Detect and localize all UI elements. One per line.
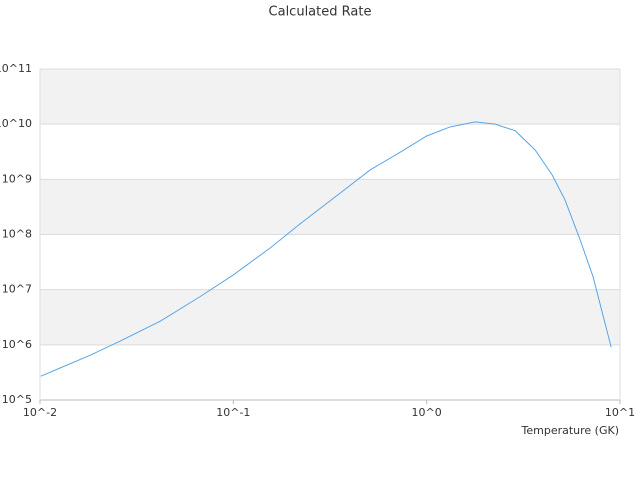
y-tick-label: 10^9 bbox=[2, 172, 32, 185]
grid-band bbox=[40, 179, 620, 235]
x-tick-label: 10^-2 bbox=[23, 406, 57, 419]
y-tick-label: 10^8 bbox=[2, 228, 32, 241]
chart-title: Calculated Rate bbox=[269, 5, 372, 20]
data-line bbox=[40, 121, 612, 377]
y-tick-label: 10^6 bbox=[2, 338, 32, 351]
y-tick-label: 10^11 bbox=[0, 62, 32, 75]
grid-band bbox=[40, 69, 620, 125]
y-tick-label: 10^7 bbox=[2, 283, 32, 296]
x-axis-label: Temperature (GK) bbox=[521, 424, 620, 437]
x-tick-label: 10^1 bbox=[605, 406, 635, 419]
x-tick-label: 10^-1 bbox=[216, 406, 250, 419]
x-tick-label: 10^0 bbox=[412, 406, 442, 419]
grid-band bbox=[40, 289, 620, 345]
y-tick-label: 10^10 bbox=[0, 117, 32, 130]
y-tick-label: 10^5 bbox=[2, 393, 32, 406]
